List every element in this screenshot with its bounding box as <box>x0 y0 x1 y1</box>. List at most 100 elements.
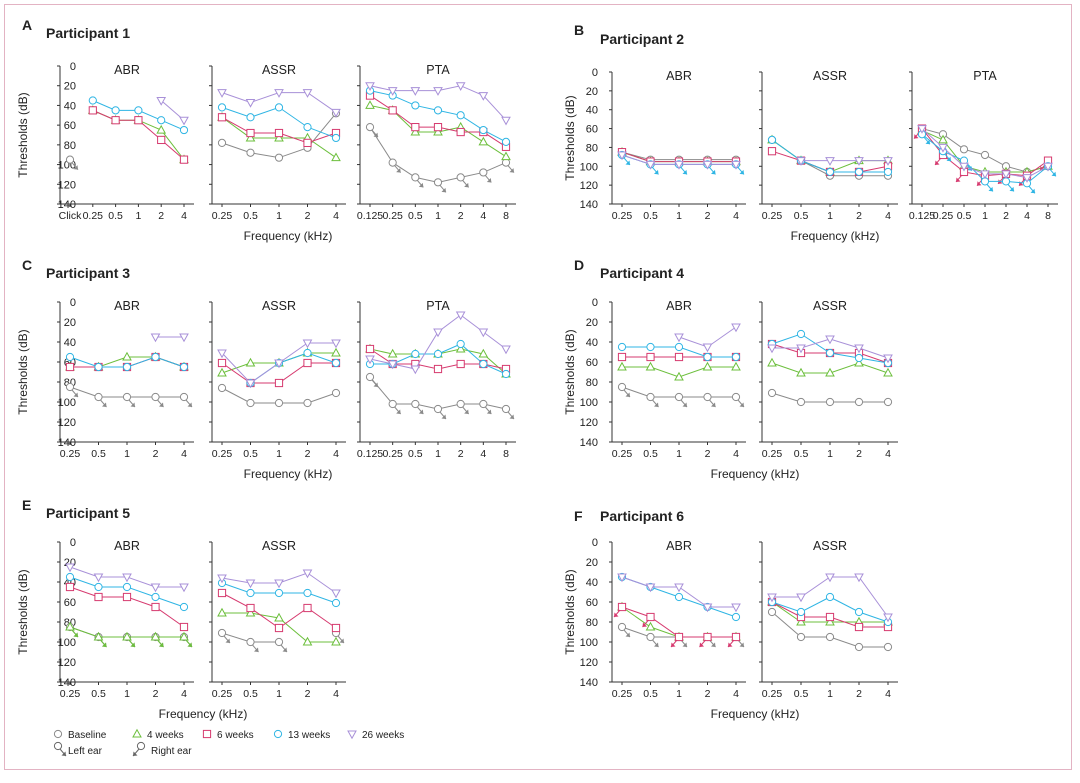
series-w26 <box>365 311 511 375</box>
x-tick-label: 8 <box>1045 210 1051 222</box>
data-point <box>478 136 489 146</box>
y-tick-label: 0 <box>592 67 598 79</box>
ear-arrow-head <box>699 642 704 647</box>
legend-label: 4 weeks <box>147 730 184 741</box>
subplot-title: ASSR <box>262 539 296 553</box>
data-point <box>274 89 284 98</box>
data-point <box>825 397 835 407</box>
data-point <box>825 157 835 166</box>
data-point <box>938 143 948 153</box>
data-point <box>731 612 741 622</box>
data-point <box>65 582 75 592</box>
y-tick-label: 120 <box>58 657 76 669</box>
subplot-title: ABR <box>666 69 692 83</box>
subplot-assr: 0.25 0.5 1 2 4 ASSR <box>759 299 898 460</box>
y-tick-label: 120 <box>58 417 76 429</box>
ear-arrow <box>709 639 716 648</box>
data-point <box>478 92 489 101</box>
data-point <box>365 344 375 354</box>
x-tick-label: 1 <box>676 448 682 460</box>
series-baseline <box>617 382 745 408</box>
data-point <box>703 352 712 362</box>
data-point <box>479 168 488 177</box>
data-point <box>455 311 466 321</box>
data-point <box>767 135 777 144</box>
x-axis-label: Frequency (kHz) <box>711 467 800 481</box>
data-point <box>731 632 741 642</box>
ear-arrow-head <box>728 642 733 647</box>
data-point <box>245 607 256 617</box>
ear-arrow-head <box>977 181 982 186</box>
data-point <box>854 642 864 652</box>
ear-arrow-head <box>373 382 378 387</box>
x-tick-label: 4 <box>480 210 486 222</box>
panel-letter: B <box>574 22 584 38</box>
data-point <box>122 392 132 402</box>
data-point <box>179 583 189 593</box>
x-tick-label: 0.5 <box>243 688 258 700</box>
data-point <box>65 621 75 631</box>
data-point <box>365 355 375 365</box>
legend-label: Baseline <box>68 730 107 741</box>
x-tick-label: 1 <box>124 448 130 460</box>
data-point <box>938 134 948 144</box>
data-point <box>411 173 420 182</box>
series-w6 <box>88 106 189 164</box>
ear-arrow <box>652 167 659 175</box>
subplot-assr: 0.25 0.5 1 2 4 ASSR <box>759 69 898 222</box>
data-point <box>274 588 284 598</box>
x-tick-label: 1 <box>827 448 833 460</box>
series-w26 <box>65 563 189 593</box>
ear-arrow-head <box>254 647 259 652</box>
data-point <box>854 607 864 617</box>
ear-arrow <box>100 639 107 648</box>
series-w26 <box>617 573 741 613</box>
y-tick-label: 0 <box>70 61 76 73</box>
data-point <box>883 354 893 364</box>
data-point <box>111 106 120 115</box>
ear-arrow <box>986 184 994 192</box>
ear-arrow <box>157 639 164 648</box>
y-tick-label: 80 <box>64 140 76 152</box>
data-point <box>854 622 864 632</box>
data-point <box>433 364 443 374</box>
series-w4 <box>217 607 341 646</box>
y-axis-label: Thresholds (dB) <box>563 569 577 654</box>
ear-arrow <box>737 639 745 648</box>
y-tick-label: 140 <box>580 199 598 211</box>
panel-title: Participant 4 <box>600 265 684 281</box>
y-tick-label: 20 <box>586 86 598 98</box>
y-tick-label: 100 <box>580 161 598 173</box>
x-tick-label: 4 <box>333 210 339 222</box>
panel-title: Participant 1 <box>46 25 130 41</box>
data-point <box>645 621 656 631</box>
x-tick-label: 0.25 <box>382 210 403 222</box>
ear-arrow-head <box>625 392 630 397</box>
y-tick-label: 60 <box>64 120 76 132</box>
y-tick-label: 80 <box>586 617 598 629</box>
series-w26 <box>156 97 189 126</box>
x-tick-label: 4 <box>733 688 739 700</box>
data-point <box>65 362 75 372</box>
data-point <box>645 583 656 593</box>
data-point <box>388 399 397 409</box>
x-axis-label: Frequency (kHz) <box>791 229 880 243</box>
data-point <box>365 123 375 132</box>
y-tick-label: 100 <box>58 397 76 409</box>
data-point <box>501 116 511 126</box>
y-tick-label: 0 <box>592 537 598 549</box>
y-tick-label: 20 <box>586 557 598 569</box>
ear-arrow <box>185 399 193 408</box>
y-tick-label: 140 <box>58 199 76 211</box>
ear-arrow-head <box>625 160 630 165</box>
data-point <box>365 82 375 91</box>
ear-arrow <box>652 639 659 648</box>
data-point <box>854 573 864 583</box>
ear-arrow <box>652 399 659 408</box>
series-w13 <box>217 578 341 608</box>
subplot-title: PTA <box>973 69 997 83</box>
